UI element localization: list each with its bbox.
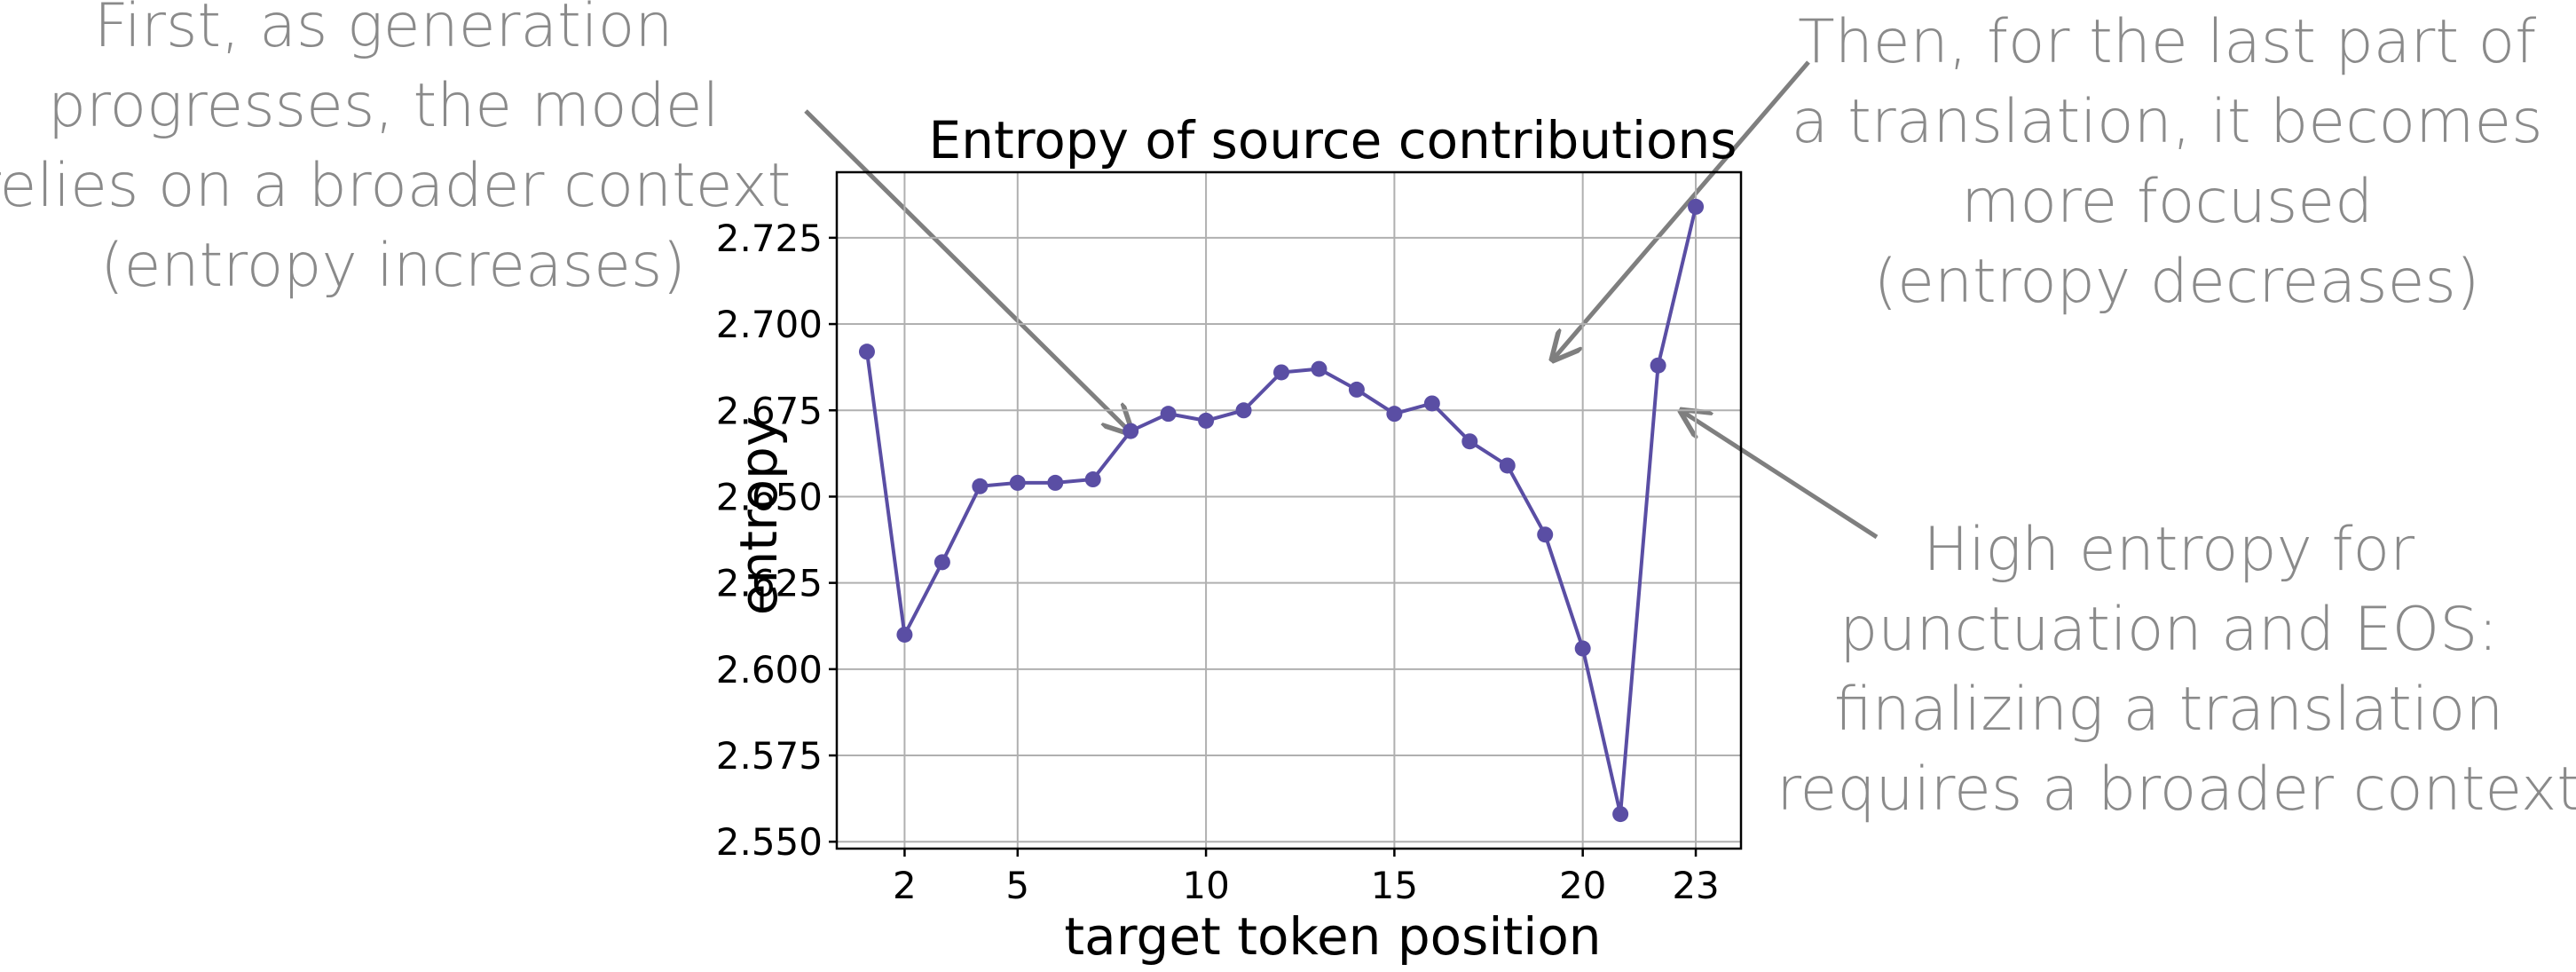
y-tick-label: 2.650 (716, 475, 823, 518)
annotation-top-right-line: more focused (1961, 167, 2373, 237)
data-point (1348, 381, 1365, 398)
data-point (1273, 364, 1290, 381)
annotation-top-right-line: (entropy decreases) (1874, 247, 2480, 317)
chart-title: Entropy of source contributions (929, 110, 1737, 170)
y-tick-label: 2.575 (716, 734, 823, 778)
data-point (1235, 402, 1252, 419)
x-tick-label: 10 (1182, 864, 1229, 907)
plot-frame (835, 170, 1743, 850)
y-tick-label: 2.675 (716, 389, 823, 432)
x-tick-label: 5 (1005, 864, 1029, 907)
data-point (1537, 526, 1554, 543)
annotation-bottom-right-line: punctuation and EOS: (1839, 595, 2498, 665)
arrow-top-right (1553, 60, 1810, 360)
annotation-left-line: (entropy increases) (100, 231, 686, 301)
data-point (896, 626, 913, 643)
data-point (1688, 198, 1705, 215)
y-tick-label: 2.625 (716, 562, 823, 605)
data-point (1123, 423, 1139, 439)
grid (837, 172, 1741, 849)
x-tick-label: 2 (893, 864, 917, 907)
annotation-bottom-right-line: finalizing a translation (1834, 675, 2503, 745)
arrow-left (804, 109, 1131, 433)
axis-ticks: 2 5 10 15 20 23 2.550 2.575 2.600 2.625 2.650 2.675… (716, 217, 1720, 907)
data-point (1461, 433, 1478, 450)
data-point (934, 554, 950, 571)
x-tick-label: 20 (1559, 864, 1606, 907)
x-tick-label: 23 (1672, 864, 1719, 907)
data-point (1311, 360, 1327, 377)
entropy-chart: Entropy of source contributions 2 5 10 15 20… (716, 110, 1743, 967)
annotation-top-right: Then, for the last part of a translation… (1792, 7, 2562, 317)
annotation-left-line: relies on a broader context (0, 151, 791, 221)
data-point (1198, 412, 1215, 429)
y-tick-label: 2.700 (716, 303, 823, 346)
data-point (1423, 395, 1440, 412)
x-tick-label: 15 (1371, 864, 1418, 907)
series-line (865, 206, 1698, 815)
annotation-top-right-line: a translation, it becomes (1792, 87, 2543, 157)
data-point (972, 478, 989, 494)
arrow-bottom-right (1682, 411, 1879, 540)
x-axis-label: target token position (1064, 906, 1601, 967)
data-point (1499, 457, 1516, 474)
data-point (1160, 406, 1177, 423)
y-axis-label: entropy (729, 416, 789, 615)
data-point (1574, 640, 1591, 657)
y-tick-label: 2.600 (716, 648, 823, 691)
data-point (1650, 357, 1666, 374)
data-point (1009, 474, 1026, 491)
annotation-bottom-right: High entropy for punctuation and EOS: fi… (1776, 515, 2576, 825)
annotation-left-line: First, as generation (94, 0, 674, 61)
data-point (1386, 406, 1403, 423)
data-point (1084, 471, 1101, 488)
y-tick-label: 2.725 (716, 217, 823, 260)
data-point (858, 344, 875, 360)
annotation-bottom-right-line: High entropy for (1923, 515, 2415, 585)
annotation-left: First, as generation progresses, the mod… (0, 0, 810, 301)
data-point (1047, 474, 1064, 491)
series-markers (858, 198, 1705, 823)
annotation-left-line: progresses, the model (48, 71, 720, 141)
annotation-top-right-line: Then, for the last part of (1798, 7, 2536, 77)
y-tick-label: 2.550 (716, 820, 823, 864)
data-point (1612, 806, 1629, 823)
annotation-bottom-right-line: requires a broader context (1776, 755, 2576, 825)
